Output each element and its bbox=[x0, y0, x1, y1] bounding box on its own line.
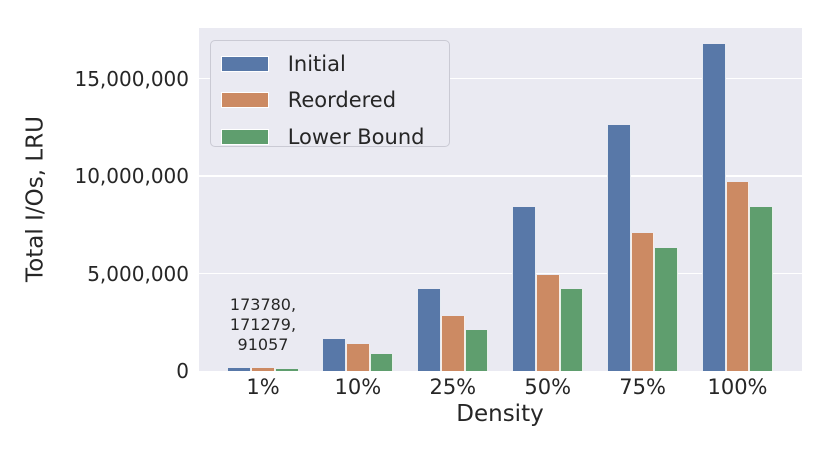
legend: Initial Reordered Lower Bound bbox=[209, 40, 450, 149]
bar-initial-50% bbox=[512, 207, 536, 371]
bar-reordered-75% bbox=[630, 232, 655, 371]
y-tick-label: 15,000,000 bbox=[74, 66, 189, 91]
legend-swatch bbox=[220, 55, 269, 72]
x-tick-label: 100% bbox=[707, 375, 768, 399]
x-tick-label: 25% bbox=[429, 375, 477, 399]
bar-initial-1% bbox=[227, 367, 252, 371]
gridline bbox=[198, 77, 802, 80]
bar-reordered-50% bbox=[535, 274, 560, 371]
annotation-line: 173780, bbox=[229, 295, 297, 314]
bar-initial-100% bbox=[701, 43, 726, 371]
legend-item: Initial bbox=[220, 48, 449, 79]
plot-area: Initial Reordered Lower Bound bbox=[198, 28, 802, 371]
bar-lower-bound-25% bbox=[464, 329, 489, 371]
legend-label: Lower Bound bbox=[287, 124, 425, 149]
legend-swatch bbox=[220, 128, 269, 145]
bar-initial-75% bbox=[607, 125, 631, 371]
bar-lower-bound-1% bbox=[274, 369, 299, 371]
annotation-line: 91057 bbox=[237, 335, 289, 354]
x-tick-label: 50% bbox=[524, 375, 572, 399]
annotation-line: 171279, bbox=[229, 315, 297, 334]
bar-reordered-25% bbox=[440, 315, 465, 371]
bar-lower-bound-100% bbox=[749, 207, 774, 371]
bar-reordered-1% bbox=[251, 367, 275, 371]
y-tick-label: 5,000,000 bbox=[87, 261, 189, 286]
x-tick-label: 10% bbox=[334, 375, 382, 399]
legend-swatch bbox=[220, 92, 269, 108]
bar-reordered-100% bbox=[725, 182, 750, 371]
bar-lower-bound-10% bbox=[369, 354, 394, 371]
y-tick-label: 10,000,000 bbox=[74, 164, 189, 189]
legend-item: Lower Bound bbox=[220, 121, 449, 152]
legend-label: Reordered bbox=[287, 88, 397, 112]
bar-lower-bound-75% bbox=[654, 248, 679, 371]
bar-value-annotation: 173780, 171279, 91057 bbox=[191, 295, 335, 355]
bar-initial-10% bbox=[322, 338, 347, 371]
bar-lower-bound-50% bbox=[559, 289, 584, 371]
x-tick-label: 1% bbox=[246, 375, 280, 399]
gridline bbox=[198, 175, 802, 177]
gridline bbox=[198, 272, 802, 275]
bar-reordered-10% bbox=[346, 343, 370, 371]
x-axis-label: Density bbox=[456, 401, 544, 427]
y-tick-label: 0 bbox=[176, 359, 189, 383]
legend-label: Initial bbox=[287, 51, 346, 76]
x-tick-label: 75% bbox=[619, 375, 666, 399]
legend-item: Reordered bbox=[220, 85, 449, 116]
bar-initial-25% bbox=[417, 289, 441, 371]
